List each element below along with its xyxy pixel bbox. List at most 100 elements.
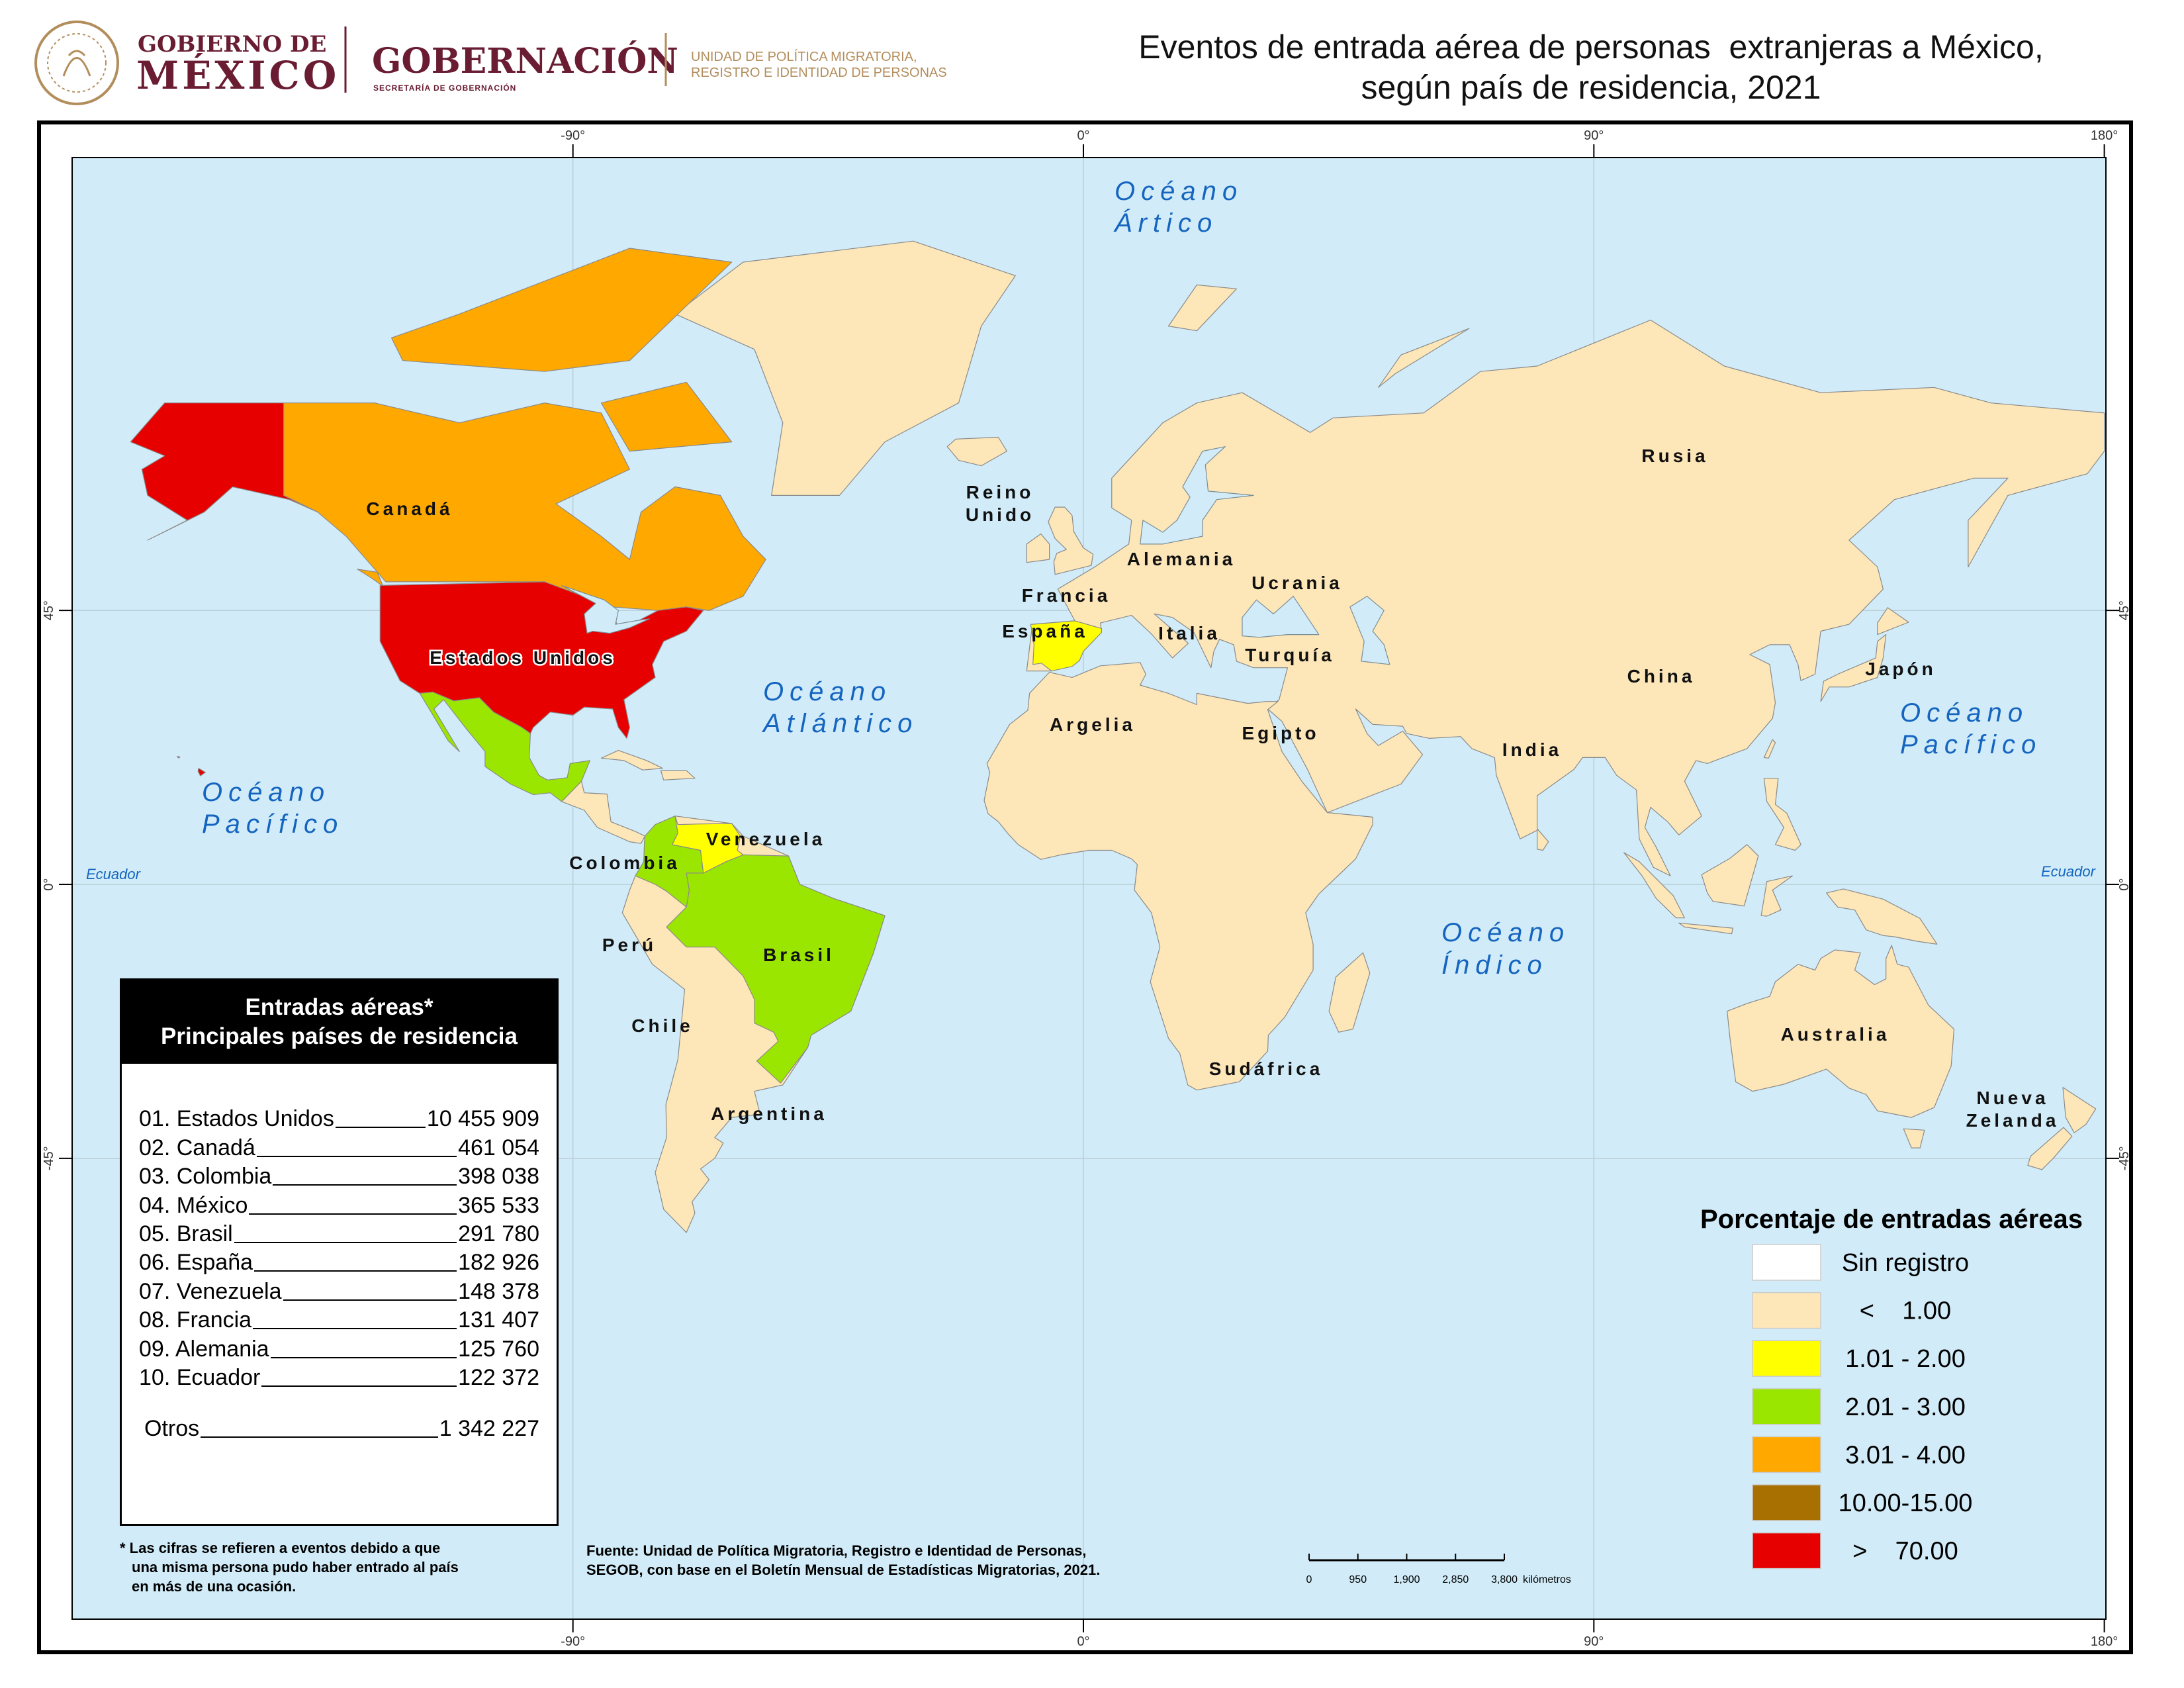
table-row: 06. España 182 926 xyxy=(139,1247,539,1276)
table-name: 09. Alemania xyxy=(139,1336,269,1362)
country-area xyxy=(130,402,318,541)
table-row: 05. Brasil 291 780 xyxy=(139,1219,539,1247)
title-line1: Eventos de entrada aérea de personas ext… xyxy=(1138,28,2043,66)
country-label: Nueva xyxy=(1976,1088,2048,1108)
equator-label: Ecuador xyxy=(2041,863,2097,880)
table-title: Entradas aéreas* xyxy=(245,994,433,1020)
footnote: * Las cifras se refieren a eventos debid… xyxy=(120,1540,459,1595)
country-label: Colombia xyxy=(569,853,680,873)
table-row: 10. Ecuador 122 372 xyxy=(139,1362,539,1391)
table-value: 10 455 909 xyxy=(426,1106,539,1132)
latitude-label: 0° xyxy=(2117,878,2132,890)
table-value: 365 533 xyxy=(458,1192,539,1218)
country-label: Argentina xyxy=(711,1103,827,1124)
country-label: China xyxy=(1627,666,1696,686)
country-label: Perú xyxy=(602,935,657,955)
ocean-label: Océano xyxy=(763,677,891,706)
country-area xyxy=(1026,533,1050,563)
unit-line2: REGISTRO E IDENTIDAD DE PERSONAS xyxy=(691,66,947,80)
country-area xyxy=(1826,888,1938,945)
scale-label: 950 xyxy=(1349,1574,1367,1585)
table-name: 05. Brasil xyxy=(139,1221,233,1246)
country-area xyxy=(1903,1128,1925,1149)
country-label: Venezuela xyxy=(706,829,825,849)
country-label: Egipto xyxy=(1242,723,1319,743)
longitude-label: 0° xyxy=(1077,128,1089,143)
leader-line xyxy=(270,1356,457,1358)
scale-label: 3,800 xyxy=(1491,1574,1518,1585)
country-area xyxy=(1328,952,1371,1033)
ocean-label: Océano xyxy=(202,778,330,807)
table-value: 291 780 xyxy=(458,1221,539,1246)
country-area xyxy=(1678,922,1733,935)
table-name: 04. México xyxy=(139,1192,248,1218)
country-label: Turquía xyxy=(1245,645,1335,665)
agency-sub: SECRETARÍA DE GOBERNACIÓN xyxy=(373,83,516,93)
table-name: 02. Canadá xyxy=(139,1135,255,1160)
leader-line xyxy=(249,1213,457,1215)
footnote-line: * Las cifras se refieren a eventos debid… xyxy=(120,1540,440,1556)
longitude-label: 90° xyxy=(1584,1634,1604,1649)
ocean-label: Atlántico xyxy=(762,709,918,738)
table-row: 09. Alemania 125 760 xyxy=(139,1333,539,1362)
country-area xyxy=(283,402,766,632)
table-value: 461 054 xyxy=(458,1135,539,1160)
footnote-line: en más de una ocasión. xyxy=(132,1578,296,1595)
leader-line xyxy=(261,1385,457,1387)
scale-unit: kilómetros xyxy=(1523,1574,1571,1585)
country-area xyxy=(390,248,733,372)
scale-label: 2,850 xyxy=(1442,1574,1469,1585)
country-label: Brasil xyxy=(763,945,835,965)
ocean-label: Ártico xyxy=(1113,208,1218,238)
emblem-eagle xyxy=(62,50,91,77)
legend-label: > 70.00 xyxy=(1852,1538,1958,1566)
leader-line xyxy=(283,1299,457,1301)
country-label: Sudáfrica xyxy=(1209,1058,1324,1079)
legend: Porcentaje de entradas aéreas Sin registr… xyxy=(1700,1205,2083,1570)
latitude-label: 45° xyxy=(2117,600,2132,620)
legend-label: 2.01 - 3.00 xyxy=(1845,1393,1966,1421)
logo-line1: GOBIERNO DE xyxy=(138,31,326,58)
country-area xyxy=(1877,607,1909,635)
land-layer xyxy=(130,240,2105,1233)
water-body xyxy=(1349,596,1390,665)
table-name: Otros xyxy=(144,1416,200,1442)
leader-line xyxy=(234,1241,457,1243)
map-border xyxy=(71,157,2107,1620)
country-area xyxy=(357,569,384,587)
table-row: 03. Colombia 398 038 xyxy=(139,1161,539,1190)
country-area xyxy=(1820,633,1887,702)
table-row: 01. Estados Unidos 10 455 909 xyxy=(139,1103,539,1132)
table-value: 1 342 227 xyxy=(439,1416,539,1442)
legend-swatch xyxy=(1752,1291,1821,1329)
country-area xyxy=(600,381,733,452)
latitude-label: -45° xyxy=(2117,1146,2132,1170)
table-header: Entradas aéreas* Principales países de r… xyxy=(122,980,557,1064)
equator-label: Ecuador xyxy=(86,866,142,882)
emblem xyxy=(34,21,119,105)
country-label: Rusia xyxy=(1641,445,1708,466)
table-value: 398 038 xyxy=(458,1164,539,1190)
country-label: Reino xyxy=(966,482,1034,502)
legend-swatch xyxy=(1752,1532,1821,1570)
table-name: 06. España xyxy=(139,1250,253,1276)
country-label: Canadá xyxy=(366,498,453,519)
water-body xyxy=(561,585,651,634)
scale-label: 1,900 xyxy=(1393,1574,1420,1585)
longitude-label: -90° xyxy=(561,128,585,143)
table-rows: 01. Estados Unidos 10 455 909 02. Canadá 46… xyxy=(139,1103,539,1442)
table-row: 07. Venezuela 148 378 xyxy=(139,1276,539,1304)
country-area xyxy=(600,749,663,771)
source: Fuente: Unidad de Política Migratoria, R… xyxy=(586,1542,1100,1578)
latitude-label: -45° xyxy=(42,1146,56,1170)
country-area xyxy=(674,240,1016,496)
legend-label: 1.01 - 2.00 xyxy=(1845,1345,1966,1373)
table-title: Principales países de residencia xyxy=(161,1023,518,1049)
country-area xyxy=(1026,319,2105,876)
top-countries-table: Entradas aéreas* Principales países de r… xyxy=(120,978,559,1526)
ocean-label: Océano xyxy=(1441,918,1570,947)
country-area xyxy=(1167,284,1238,332)
ocean-label: Índico xyxy=(1441,950,1548,980)
water-body xyxy=(1242,596,1320,638)
